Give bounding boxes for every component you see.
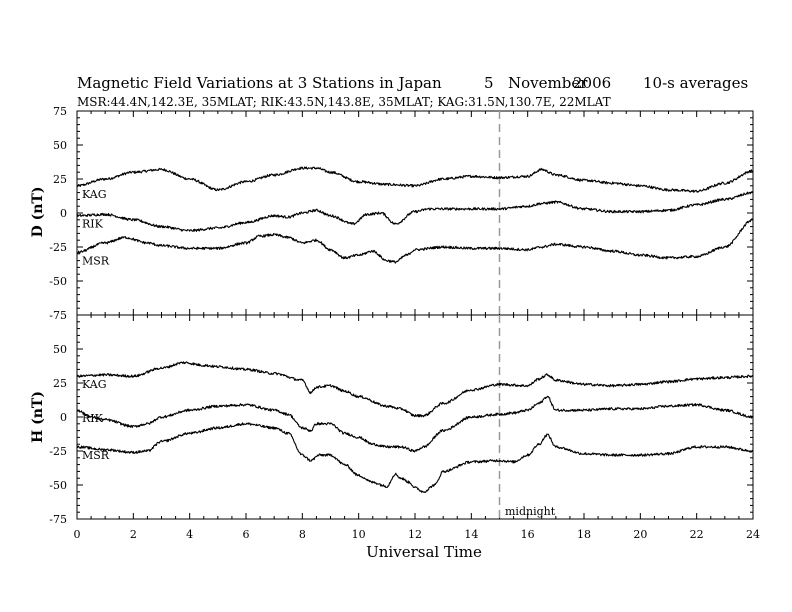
y-tick-label-D: 25 (53, 173, 67, 186)
x-tick-label: 8 (299, 528, 306, 541)
y-tick-label-H: 50 (53, 343, 67, 356)
y-tick-label-H: -25 (49, 445, 67, 458)
series-line-H-RIK (76, 395, 754, 453)
d-axis-title: D (nT) (30, 187, 46, 238)
y-tick-label-H: 25 (53, 377, 67, 390)
y-tick-label-D: 50 (53, 139, 67, 152)
series-label-H-RIK: RIK (82, 412, 104, 425)
series-line-D-KAG (76, 166, 754, 193)
date-day: 5 (484, 74, 494, 92)
panels-group: 75 50 25 0 -25 -50 -75 KAG RIK MSR 50 25 0 -25 -50 -75 0… (49, 105, 760, 541)
y-tick-label-H: -50 (49, 479, 67, 492)
chart-title: Magnetic Field Variations at 3 Stations … (77, 74, 442, 92)
y-tick-label-D: -25 (49, 241, 67, 254)
series-label-D-MSR: MSR (82, 254, 110, 267)
x-tick-label: 0 (74, 528, 81, 541)
series-line-D-MSR (76, 218, 754, 264)
station-coordinates: MSR:44.4N,142.3E, 35MLAT; RIK:43.5N,143.… (77, 95, 611, 109)
averaging-label: 10-s averages (643, 74, 748, 92)
x-tick-label: 24 (746, 528, 760, 541)
x-tick-label: 6 (243, 528, 250, 541)
midnight-label: midnight (505, 505, 556, 518)
series-label-D-KAG: KAG (82, 188, 107, 201)
x-tick-label: 12 (408, 528, 422, 541)
date-month: November (508, 74, 588, 92)
y-tick-label-H: 0 (60, 411, 67, 424)
series-label-H-KAG: KAG (82, 378, 107, 391)
series-label-H-MSR: MSR (82, 449, 110, 462)
x-tick-label: 22 (690, 528, 704, 541)
x-tick-label: 20 (633, 528, 647, 541)
y-tick-label-D: -75 (49, 309, 67, 322)
x-axis-title: Universal Time (366, 543, 482, 561)
x-tick-label: 10 (352, 528, 366, 541)
h-axis-title: H (nT) (30, 391, 46, 443)
x-tick-label: 4 (186, 528, 193, 541)
series-line-D-RIK (76, 191, 754, 232)
y-tick-label-D: -50 (49, 275, 67, 288)
series-line-H-KAG (76, 361, 754, 418)
series-label-D-RIK: RIK (82, 218, 104, 231)
x-tick-label: 2 (130, 528, 137, 541)
x-tick-label: 18 (577, 528, 591, 541)
series-line-H-MSR (76, 422, 754, 493)
y-tick-label-H: -75 (49, 513, 67, 526)
y-tick-label-D: 0 (60, 207, 67, 220)
panel-frame-D (76, 110, 754, 316)
date-year: 2006 (573, 74, 611, 92)
x-tick-label: 14 (464, 528, 478, 541)
x-tick-label: 16 (521, 528, 535, 541)
y-tick-label-D: 75 (53, 105, 67, 118)
